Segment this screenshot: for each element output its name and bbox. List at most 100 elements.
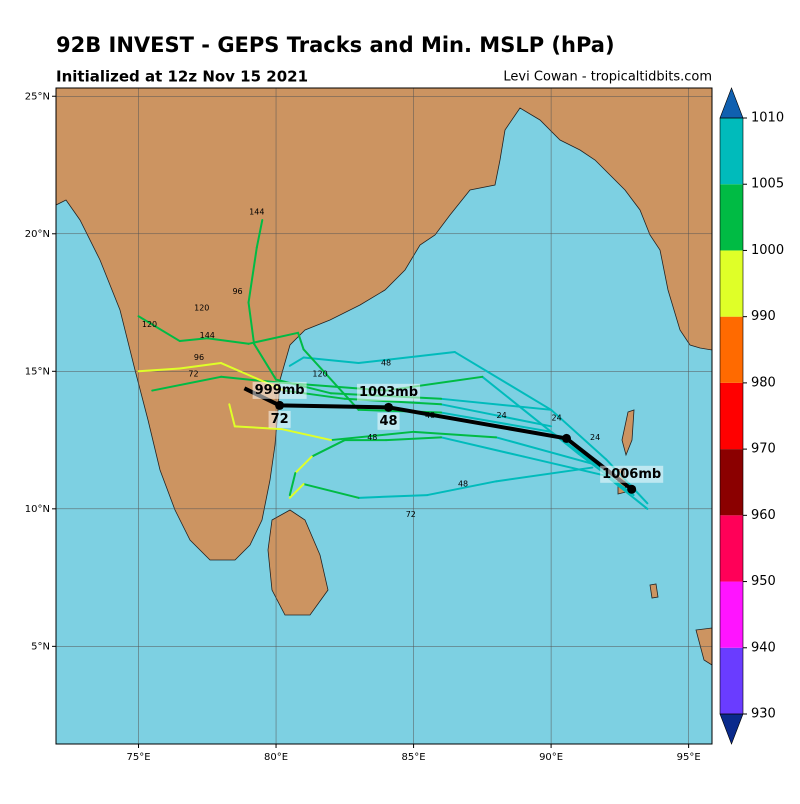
member-track-segment [440, 411, 553, 433]
member-track-segment [233, 425, 283, 431]
y-tick-label: 10°N [25, 504, 50, 515]
mean-track-point [561, 433, 571, 443]
member-track-segment [255, 219, 264, 249]
colorbar-segment [720, 316, 743, 383]
label-box [252, 381, 307, 399]
axes: 75°E 80°E 85°E 90°E 95°E 5°N 10°N 15°N 20°N 25°N [25, 91, 701, 763]
colorbar-segment [720, 382, 743, 450]
member-track-segment [294, 455, 313, 475]
subtitle: Initialized at 12z Nov 15 2021 [56, 68, 308, 86]
member-track-segment [440, 403, 553, 428]
mean-track-point [384, 402, 394, 412]
member-track-segment [522, 455, 608, 477]
colorbar-label: 940 [751, 640, 776, 655]
y-tick-label: 25°N [25, 91, 50, 102]
mean-track-point [627, 484, 637, 494]
member-track-segment [288, 483, 305, 499]
hour-label: 24 [552, 414, 562, 423]
hour-label: 96 [232, 287, 242, 296]
sri-lanka [267, 509, 329, 616]
pressure-label: 1006mb [602, 467, 661, 482]
colorbar-label: 1010 [751, 111, 784, 126]
member-track-segment [357, 351, 456, 365]
label-box [377, 412, 400, 430]
hour-label: 144 [200, 331, 215, 340]
colorbar-label: 1005 [751, 177, 784, 192]
hour-label: 72 [406, 510, 416, 519]
y-tick-label: 5°N [31, 641, 50, 652]
member-track-segment [280, 428, 333, 442]
member-track-segment [247, 331, 300, 345]
member-track-segment [426, 480, 498, 497]
hour-label: 120 [194, 304, 209, 313]
colorbar-frame [719, 117, 744, 715]
map-area: 24 24244848484872729696120120144144120100… [56, 88, 712, 744]
colorbar-segment [720, 515, 743, 582]
label-box [600, 465, 664, 483]
member-track-segment [453, 351, 553, 411]
member-track-segment [302, 348, 360, 411]
tracks: 24 24244848484872729696120120144144120100… [137, 207, 664, 519]
member-track-segment [137, 367, 181, 373]
x-tick-label: 80°E [264, 752, 288, 763]
member-track-segment [178, 337, 209, 343]
hour-label: 48 [458, 480, 468, 489]
member-track-segment [330, 430, 415, 442]
pressure-label: 1003mb [359, 385, 418, 400]
label-box [268, 410, 291, 428]
mean-track-point [275, 400, 285, 410]
member-track-segment [440, 436, 525, 458]
member-track-segment [385, 436, 443, 442]
credit: Levi Cowan - tropicaltidbits.com [503, 70, 712, 85]
mean-hour-label: 72 [271, 412, 289, 427]
y-tick-label: 20°N [25, 229, 50, 240]
member-track-segment [357, 494, 429, 499]
x-tick-label: 75°E [126, 752, 150, 763]
hour-label: 48 [381, 359, 391, 368]
colorbar-segment [720, 581, 743, 648]
hour-label: 24 [496, 411, 506, 420]
mean-hour-label: 48 [379, 414, 397, 429]
member-track-segment [220, 375, 278, 384]
colorbar-label: 970 [751, 442, 776, 457]
member-track-segment [310, 439, 346, 458]
colorbar-segment [720, 184, 743, 251]
x-tick-label: 95°E [677, 752, 701, 763]
member-track-segment [412, 430, 498, 439]
member-track-segment [178, 362, 223, 370]
hour-label: 72 [188, 370, 198, 379]
map-frame [55, 87, 713, 745]
colorbar-segment [720, 250, 743, 317]
member-track-segment [247, 246, 258, 304]
member-track-segment [288, 472, 297, 497]
colorbar-segment [720, 118, 743, 185]
title: 92B INVEST - GEPS Tracks and Min. MSLP (… [56, 33, 615, 57]
member-track-segment [206, 337, 250, 345]
member-track-segment [550, 408, 608, 461]
x-tick-label: 85°E [402, 752, 426, 763]
land [56, 88, 712, 561]
colorbar: 930 940 950 960 970 980 990 1000 1005 1010 [719, 87, 784, 745]
hour-label: 120 [312, 370, 327, 379]
member-track-segment [228, 403, 236, 428]
x-tick-label: 90°E [539, 752, 563, 763]
hour-label: 48 [367, 433, 377, 442]
member-track-segment [495, 436, 608, 469]
colorbar-label: 990 [751, 309, 776, 324]
label-box [357, 383, 421, 401]
hour-label: 144 [249, 207, 264, 216]
colorbar-label: 950 [751, 574, 776, 589]
colorbar-segment [720, 647, 743, 714]
member-track-segment [253, 342, 278, 381]
colorbar-label: 1000 [751, 243, 784, 258]
member-track-segment [297, 331, 305, 351]
colorbar-label: 980 [751, 375, 776, 390]
member-track-segment [440, 397, 553, 411]
pressure-label: 999mb [255, 383, 305, 398]
colorbar-label: 930 [751, 707, 776, 722]
y-tick-label: 15°N [25, 366, 50, 377]
member-track-segment [302, 483, 360, 499]
member-track-segment [288, 356, 305, 367]
